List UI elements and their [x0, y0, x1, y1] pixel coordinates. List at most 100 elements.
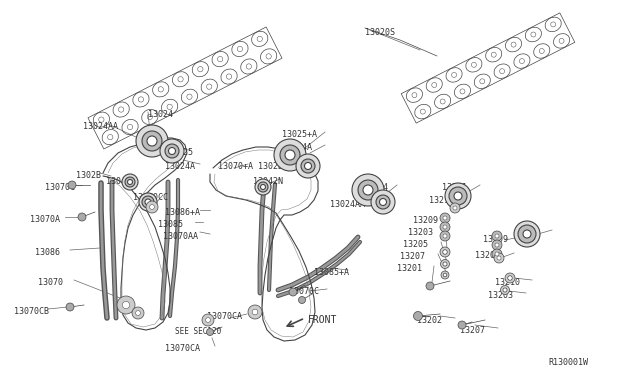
Circle shape: [443, 262, 447, 266]
Circle shape: [145, 199, 151, 205]
Text: 13070CA: 13070CA: [207, 312, 242, 321]
Circle shape: [445, 183, 471, 209]
Circle shape: [127, 180, 132, 185]
Circle shape: [492, 249, 502, 259]
Text: 13207: 13207: [460, 326, 485, 335]
Circle shape: [274, 139, 306, 171]
Circle shape: [363, 185, 373, 195]
Circle shape: [443, 273, 447, 277]
Circle shape: [139, 193, 157, 211]
Circle shape: [122, 174, 138, 190]
Circle shape: [495, 243, 499, 247]
Circle shape: [78, 213, 86, 221]
Circle shape: [202, 314, 214, 326]
Circle shape: [205, 318, 211, 323]
Circle shape: [443, 225, 447, 229]
Circle shape: [495, 252, 499, 256]
Circle shape: [207, 328, 214, 336]
Circle shape: [147, 136, 157, 146]
Circle shape: [289, 288, 297, 296]
Circle shape: [68, 181, 76, 189]
Circle shape: [136, 311, 140, 315]
Text: 13210: 13210: [429, 196, 454, 205]
Text: 13024AA: 13024AA: [83, 122, 118, 131]
Circle shape: [449, 187, 467, 205]
Text: 13042N: 13042N: [253, 177, 283, 186]
Text: 13070C: 13070C: [289, 287, 319, 296]
Circle shape: [441, 271, 449, 279]
Circle shape: [132, 307, 144, 319]
Circle shape: [523, 230, 531, 238]
Circle shape: [426, 282, 434, 290]
Text: 1302B: 1302B: [76, 171, 101, 180]
Text: 13086: 13086: [35, 248, 60, 257]
Circle shape: [371, 190, 395, 214]
Circle shape: [443, 216, 447, 220]
Text: 13070CC: 13070CC: [133, 193, 168, 202]
Text: 13024: 13024: [148, 110, 173, 119]
Text: 13202: 13202: [417, 316, 442, 325]
Text: 13070+A: 13070+A: [218, 162, 253, 171]
Text: 13201: 13201: [397, 264, 422, 273]
Circle shape: [492, 240, 502, 250]
Text: 13085+A: 13085+A: [314, 268, 349, 277]
Circle shape: [450, 203, 460, 213]
Circle shape: [66, 303, 74, 311]
Circle shape: [376, 195, 390, 209]
Text: 13086+A: 13086+A: [165, 208, 200, 217]
Circle shape: [440, 231, 450, 241]
Text: 13203: 13203: [408, 228, 433, 237]
Circle shape: [380, 199, 387, 205]
Text: 13209: 13209: [413, 216, 438, 225]
Circle shape: [122, 301, 130, 309]
Text: 1302B: 1302B: [258, 162, 283, 171]
Circle shape: [298, 296, 305, 304]
Text: 13070CA: 13070CA: [165, 344, 200, 353]
Text: 13070CB: 13070CB: [14, 307, 49, 316]
Text: 13205: 13205: [475, 251, 500, 260]
Text: 13024A: 13024A: [282, 143, 312, 152]
Circle shape: [146, 201, 158, 213]
Circle shape: [248, 305, 262, 319]
Circle shape: [505, 273, 515, 283]
Text: 13024AA: 13024AA: [330, 200, 365, 209]
Text: 13025+A: 13025+A: [282, 130, 317, 139]
Circle shape: [453, 206, 457, 210]
Circle shape: [117, 296, 135, 314]
Circle shape: [136, 125, 168, 157]
Circle shape: [142, 196, 154, 208]
Circle shape: [440, 222, 450, 232]
Circle shape: [260, 185, 266, 189]
Text: 13205: 13205: [403, 240, 428, 249]
Circle shape: [301, 159, 315, 173]
Circle shape: [494, 253, 504, 263]
Text: 13085: 13085: [158, 220, 183, 229]
Circle shape: [514, 221, 540, 247]
Circle shape: [440, 247, 450, 257]
Circle shape: [443, 250, 447, 254]
Circle shape: [495, 234, 499, 238]
Text: 13210: 13210: [495, 278, 520, 287]
Circle shape: [150, 205, 154, 209]
Circle shape: [142, 131, 162, 151]
Circle shape: [492, 231, 502, 241]
Circle shape: [258, 182, 268, 192]
Text: 13020S: 13020S: [365, 28, 395, 37]
Circle shape: [413, 311, 422, 321]
Circle shape: [508, 276, 512, 280]
Text: 13042N: 13042N: [106, 177, 136, 186]
Circle shape: [497, 256, 501, 260]
Text: 13024A: 13024A: [165, 162, 195, 171]
Circle shape: [305, 163, 312, 170]
Circle shape: [255, 179, 271, 195]
Circle shape: [440, 260, 449, 269]
Text: SEE SEC120: SEE SEC120: [175, 327, 221, 336]
Circle shape: [440, 213, 450, 223]
Text: 13207: 13207: [400, 252, 425, 261]
Text: 13024: 13024: [363, 183, 388, 192]
Text: FRONT: FRONT: [308, 315, 337, 325]
Circle shape: [125, 177, 135, 187]
Circle shape: [352, 174, 384, 206]
Circle shape: [280, 145, 300, 165]
Text: R130001W: R130001W: [548, 358, 588, 367]
